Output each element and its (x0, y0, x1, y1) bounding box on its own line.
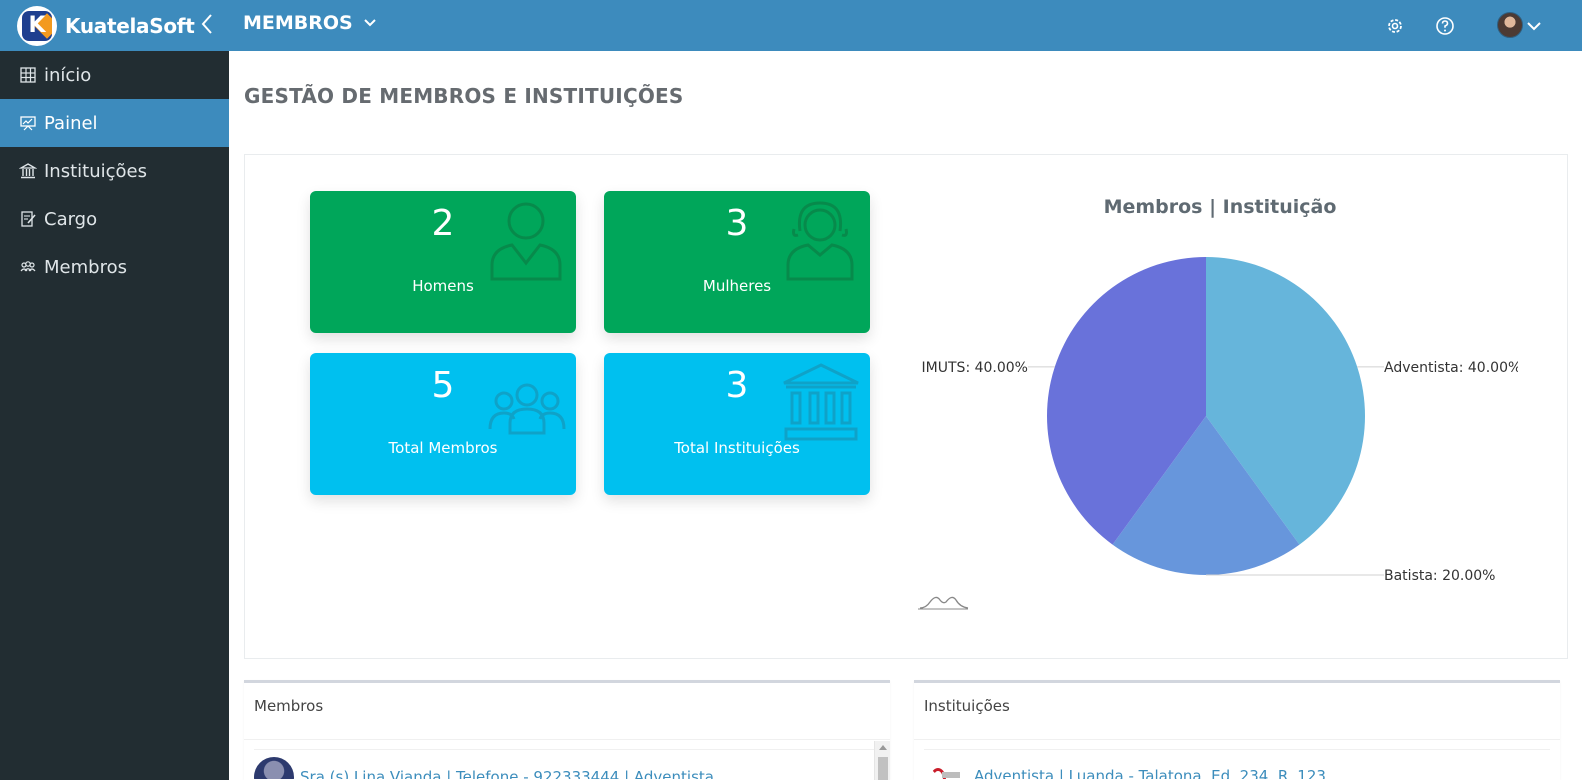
brand[interactable]: K KuatelaSoft (0, 0, 229, 51)
female-user-icon (786, 201, 854, 281)
pie-chart[interactable]: Adventista: 40.00% Batista: 20.00% IMUTS: … (918, 240, 1518, 620)
stat-card-total-instituicoes[interactable]: 3 Total Instituições (604, 353, 870, 495)
pie-data-label: IMUTS: 40.00% (922, 360, 1028, 376)
institutions-box: Instituições Adventista | Luanda - Talat… (914, 680, 1560, 780)
stat-label: Total Instituições (674, 439, 800, 457)
chart-title: Membros | Instituição (1103, 196, 1337, 218)
module-title: MEMBROS (243, 12, 353, 34)
scrollbar[interactable] (874, 741, 890, 780)
pie-data-label: Adventista: 40.00% (1384, 360, 1518, 376)
sidebar-item-label: Instituições (44, 160, 147, 182)
group-users-icon (488, 383, 566, 435)
pie-data-label: Batista: 20.00% (1384, 568, 1495, 584)
sidebar-item-cargo[interactable]: Cargo (0, 195, 229, 243)
sidebar-item-instituicoes[interactable]: Instituições (0, 147, 229, 195)
members-box: Membros Sra (s) Lina Vianda | Telefone -… (244, 680, 890, 780)
user-avatar[interactable] (1497, 12, 1523, 38)
avatar (254, 756, 294, 779)
list-item[interactable]: Sra (s) Lina Vianda | Telefone - 9223334… (254, 749, 880, 779)
sidebar-item-label: Cargo (44, 208, 98, 230)
presentation-board-icon (20, 116, 36, 131)
pie-slice-batista[interactable] (1112, 416, 1300, 575)
list-item[interactable]: Adventista | Luanda - Talatona, Ed. 234,… (924, 749, 1550, 779)
box-title: Membros (244, 683, 890, 740)
sidebar-item-painel[interactable]: Painel (0, 99, 229, 147)
chevron-down-icon (364, 19, 376, 27)
pie-slice-imuts[interactable] (1047, 257, 1206, 545)
sidebar-item-membros[interactable]: Membros (0, 243, 229, 291)
chevron-left-icon[interactable] (198, 12, 216, 36)
stat-label: Mulheres (702, 277, 772, 295)
institution-logo (924, 761, 964, 779)
stat-value: 2 (431, 203, 455, 244)
male-user-icon (490, 202, 562, 281)
bank-icon (19, 163, 37, 179)
chevron-down-icon[interactable] (1524, 16, 1544, 36)
scroll-up-arrow-icon[interactable] (879, 745, 887, 750)
home-grid-icon (20, 67, 36, 83)
logo-letter: K (28, 13, 46, 38)
top-navbar (0, 0, 1582, 51)
sidebar-item-label: Membros (44, 256, 127, 278)
logo: K (17, 5, 57, 46)
group-icon (20, 261, 36, 272)
stat-label: Total Membros (388, 439, 498, 457)
brand-name: KuatelaSoft (65, 13, 195, 38)
pie-slice-adventista[interactable] (1206, 257, 1365, 545)
institution-link[interactable]: Adventista | Luanda - Talatona, Ed. 234,… (974, 766, 1326, 780)
scroll-thumb[interactable] (878, 757, 888, 780)
edit-document-icon (21, 211, 36, 227)
stat-label: Homens (412, 277, 474, 295)
page-title: GESTÃO DE MEMBROS E INSTITUIÇÕES (244, 84, 684, 108)
stat-card-total-membros[interactable]: 5 Total Membros (310, 353, 576, 495)
gear-icon[interactable] (1385, 16, 1405, 36)
module-selector[interactable]: MEMBROS (243, 12, 377, 34)
help-icon[interactable] (1435, 16, 1455, 36)
institution-icon (783, 363, 859, 441)
stat-value: 5 (431, 365, 455, 406)
sidebar: início Painel Instituições Cargo (0, 51, 229, 780)
chart-watermark-icon (918, 596, 969, 610)
box-title: Instituições (914, 683, 1560, 740)
sidebar-item-label: Painel (44, 112, 98, 134)
stat-card-homens[interactable]: 2 Homens (310, 191, 576, 333)
stat-value: 3 (725, 365, 749, 406)
stat-value: 3 (725, 203, 749, 244)
member-link[interactable]: Sra (s) Lina Vianda | Telefone - 9223334… (300, 767, 714, 780)
stat-card-mulheres[interactable]: 3 Mulheres (604, 191, 870, 333)
sidebar-item-inicio[interactable]: início (0, 51, 229, 99)
sidebar-item-label: início (44, 64, 92, 86)
